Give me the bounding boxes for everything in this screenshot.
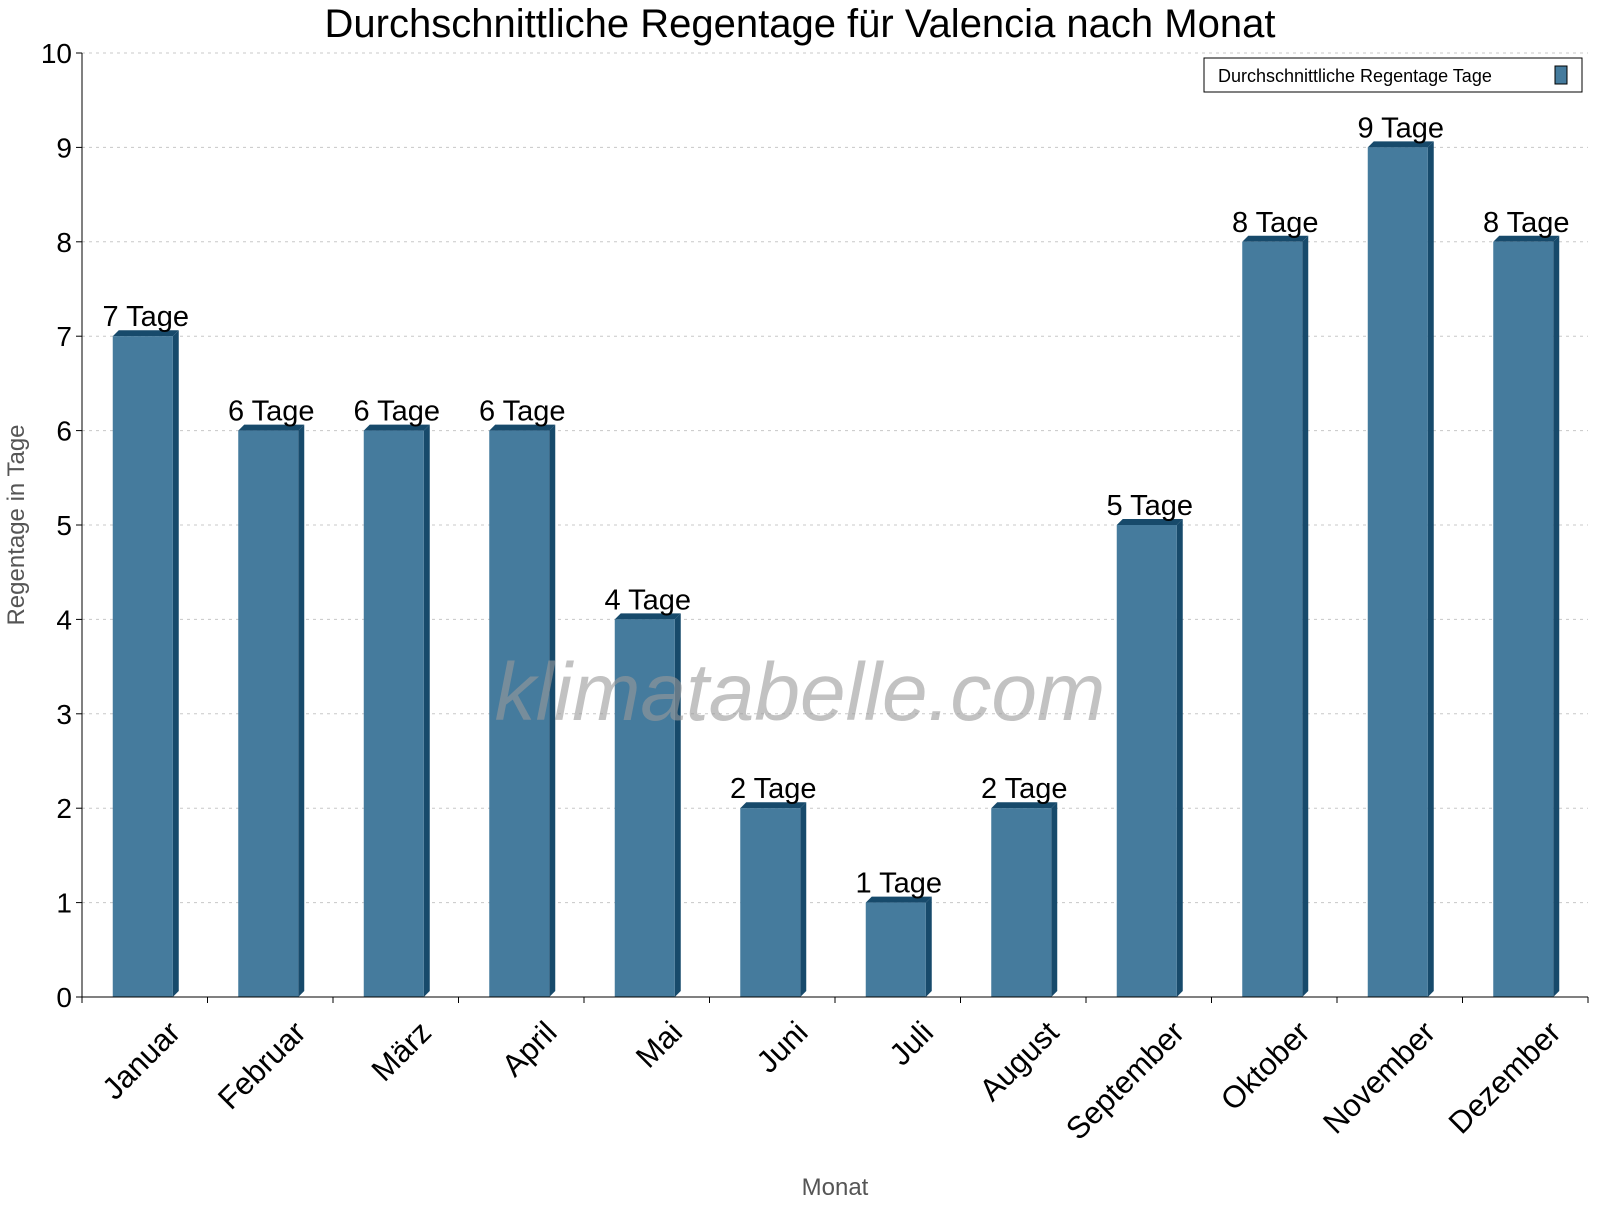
x-tick-label: Mai <box>629 1015 689 1075</box>
bar-top <box>1242 235 1309 242</box>
bar-side <box>1302 235 1309 998</box>
data-label: 5 Tage <box>1106 490 1193 522</box>
bar-top <box>740 802 807 809</box>
bar-side <box>549 424 556 998</box>
bar-side <box>172 330 179 997</box>
x-tick-label: Januar <box>95 1015 187 1107</box>
legend: Durchschnittliche Regentage Tage <box>1203 57 1583 93</box>
legend-box <box>1203 57 1583 93</box>
legend-swatch <box>1554 65 1568 85</box>
data-labels: 7 Tage 6 Tage 6 Tage 6 Tage 4 Tage 2 Tage 1 Ta… <box>102 112 1569 899</box>
bar-side <box>800 802 807 997</box>
bar-side <box>1427 141 1434 997</box>
x-tick-label: Dezember <box>1442 1015 1568 1141</box>
data-label: 8 Tage <box>1483 207 1570 239</box>
bar-top <box>112 330 179 337</box>
x-tick-label: März <box>365 1015 438 1088</box>
y-tick-label: 3 <box>56 699 72 730</box>
chart-title: Durchschnittliche Regentage für Valencia… <box>325 2 1276 46</box>
y-tick-label: 2 <box>56 793 72 824</box>
bar-top <box>865 896 932 903</box>
x-tick-label: Juli <box>882 1015 940 1073</box>
bar <box>614 619 675 997</box>
data-label: 6 Tage <box>353 396 440 428</box>
bar-top <box>363 424 430 431</box>
bar-side <box>423 424 430 998</box>
data-label: 9 Tage <box>1357 112 1444 144</box>
x-tick-label: September <box>1059 1015 1191 1147</box>
bar <box>991 808 1052 997</box>
data-label: 6 Tage <box>228 396 315 428</box>
bar <box>238 430 299 998</box>
x-tick-label: Oktober <box>1214 1015 1317 1118</box>
gridlines <box>82 52 1588 904</box>
bar <box>1242 241 1303 998</box>
bar-top <box>489 424 556 431</box>
bar-top <box>238 424 305 431</box>
bar <box>865 902 926 997</box>
y-tick-label: 8 <box>56 227 72 258</box>
y-tick-label: 7 <box>56 321 72 352</box>
bar-top <box>991 802 1058 809</box>
y-tick-label: 0 <box>56 982 72 1013</box>
y-axis-label: Regentage in Tage <box>3 424 30 625</box>
bar <box>489 430 550 998</box>
bar-top <box>1493 235 1560 242</box>
bar-top <box>1367 141 1434 148</box>
x-tick-label: November <box>1316 1015 1442 1141</box>
bar <box>363 430 424 998</box>
x-tick-label: Februar <box>211 1015 313 1117</box>
bar-side <box>1051 802 1058 997</box>
bar-top <box>1116 519 1183 525</box>
y-tick-label: 9 <box>56 132 72 163</box>
data-label: 8 Tage <box>1232 207 1319 239</box>
x-tick-label: Juni <box>750 1015 815 1080</box>
bar-side <box>298 424 305 998</box>
y-tick-label: 6 <box>56 416 72 447</box>
x-tick-label: April <box>495 1015 564 1084</box>
bar-top <box>614 613 681 620</box>
bar <box>740 808 801 997</box>
bar <box>1116 525 1177 997</box>
bar-side <box>1176 519 1183 997</box>
legend-label: Durchschnittliche Regentage Tage <box>1218 66 1492 86</box>
watermark: klimatabelle.com <box>495 647 1106 738</box>
x-tick-label: August <box>973 1014 1066 1107</box>
data-label: 2 Tage <box>981 773 1068 805</box>
bar-side <box>674 613 681 997</box>
bars <box>112 141 1560 998</box>
bar <box>1493 241 1554 998</box>
bar <box>112 336 173 997</box>
y-tick-label: 4 <box>56 604 72 635</box>
data-label: 4 Tage <box>604 584 691 616</box>
bar <box>1367 147 1428 997</box>
data-label: 1 Tage <box>855 868 942 900</box>
y-tick-label: 5 <box>56 510 72 541</box>
data-label: 7 Tage <box>102 301 189 333</box>
bar-side <box>925 896 932 997</box>
x-axis-label: Monat <box>802 1174 869 1200</box>
y-tick-label: 1 <box>56 888 72 919</box>
data-label: 6 Tage <box>479 396 566 428</box>
data-label: 2 Tage <box>730 773 817 805</box>
y-tick-label: 10 <box>41 38 72 69</box>
bar-side <box>1553 235 1560 998</box>
